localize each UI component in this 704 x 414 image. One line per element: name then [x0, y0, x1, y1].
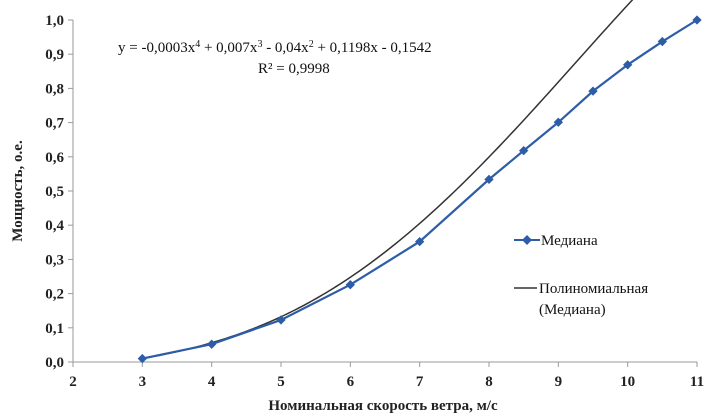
x-tick-label: 3 [139, 374, 147, 390]
legend-median-marker [522, 235, 532, 245]
x-tick-label: 6 [347, 374, 355, 390]
y-tick-label: 0,5 [45, 184, 64, 200]
y-tick-label: 0,4 [45, 218, 64, 234]
median-data-point [657, 36, 668, 47]
legend-trend-label-line2: (Медиана) [539, 302, 606, 318]
median-data-point [588, 86, 598, 96]
y-tick-label: 0,8 [45, 81, 64, 97]
y-tick-label: 0,6 [45, 150, 64, 166]
series-layer [137, 15, 702, 364]
y-tick-label: 0,2 [45, 287, 64, 303]
y-axis-title: Мощность, о.е. [10, 140, 26, 242]
median-data-point [692, 15, 702, 25]
median-data-point [553, 117, 564, 127]
legend-median-label: Медиана [541, 233, 598, 249]
y-tick-label: 0,7 [45, 116, 64, 132]
x-tick-label: 9 [555, 374, 563, 390]
trend-equation: y = -0,0003x4 + 0,007x3 - 0,04x2 + 0,119… [118, 39, 432, 57]
x-tick-label: 10 [620, 374, 635, 390]
x-tick-label: 7 [416, 374, 424, 390]
x-tick-label: 5 [277, 374, 285, 390]
median-series-line [142, 19, 698, 360]
y-tick-label: 0,0 [45, 355, 64, 371]
median-data-point [345, 280, 356, 290]
r-squared-label: R² = 0,9998 [258, 61, 330, 77]
y-tick-label: 0,3 [45, 252, 64, 268]
legend-trend-label-line1: Полиномиальная [539, 281, 648, 297]
median-data-point [276, 315, 286, 325]
y-tick-label: 1,0 [45, 13, 64, 29]
x-axis-title: Номинальная скорость ветра, м/с [268, 398, 498, 414]
legend: Медиана Полиномиальная (Медиана) [514, 233, 648, 318]
median-data-point [137, 353, 148, 364]
y-tick-label: 0,1 [45, 321, 64, 337]
median-data-point [206, 339, 217, 349]
x-tick-label: 8 [485, 374, 493, 390]
tick-labels: 2 3 4 5 6 7 8 9 10 11 0,0 0,1 0,2 0,3 0,4 0,5 0,6 0,7 0,8 0… [45, 13, 704, 390]
y-tick-label: 0,9 [45, 47, 64, 63]
x-tick-label: 11 [690, 374, 704, 390]
median-data-point [414, 236, 425, 247]
x-tick-label: 4 [208, 374, 216, 390]
x-tick-label: 2 [69, 374, 77, 390]
